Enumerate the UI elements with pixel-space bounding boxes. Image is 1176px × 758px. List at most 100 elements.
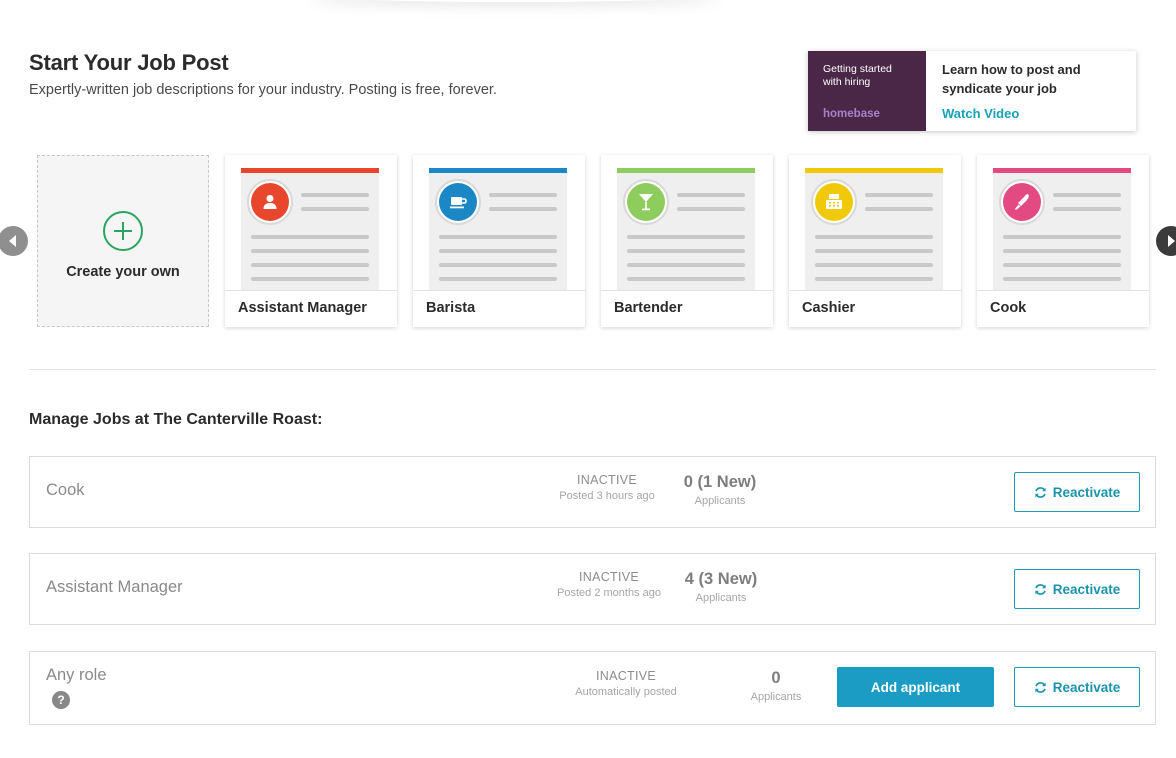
person-icon	[251, 183, 289, 221]
placeholder-line	[251, 263, 369, 267]
job-name[interactable]: Cook	[46, 481, 85, 499]
video-promo-card[interactable]: Getting started with hiring homebase Lea…	[808, 51, 1136, 131]
template-icon-ring	[623, 179, 669, 225]
applicants-summary: 0 Applicants	[721, 669, 831, 703]
job-status: INACTIVE Posted 3 hours ago	[537, 473, 677, 502]
reactivate-button[interactable]: Reactivate	[1014, 667, 1140, 707]
placeholder-line	[1003, 249, 1121, 253]
job-status: INACTIVE Automatically posted	[556, 669, 696, 698]
placeholder-line	[815, 235, 933, 239]
watch-video-link[interactable]: Watch Video	[942, 106, 1020, 121]
top-shadow	[310, 0, 720, 2]
applicant-count: 0	[771, 669, 781, 687]
job-row-cook[interactable]: Cook INACTIVE Posted 3 hours ago 0 (1 Ne…	[29, 456, 1156, 528]
placeholder-line	[251, 235, 369, 239]
job-status: INACTIVE Posted 2 months ago	[539, 570, 679, 599]
template-card-barista[interactable]: Barista	[413, 155, 585, 327]
status-label: INACTIVE	[576, 473, 638, 487]
page-title: Start Your Job Post	[29, 50, 229, 75]
placeholder-line	[1003, 263, 1121, 267]
placeholder-line	[489, 193, 557, 197]
placeholder-line	[439, 249, 557, 253]
template-icon-ring	[811, 179, 857, 225]
template-color-bar	[617, 168, 755, 173]
refresh-icon	[1034, 681, 1046, 693]
template-preview	[241, 168, 379, 290]
applicants-label: Applicants	[695, 592, 747, 604]
template-color-bar	[241, 168, 379, 173]
knife-icon	[1003, 183, 1041, 221]
posted-time: Posted 3 hours ago	[559, 490, 655, 502]
placeholder-line	[251, 249, 369, 253]
video-thumbnail-text: Getting started with hiring	[823, 63, 892, 88]
reactivate-label: Reactivate	[1052, 484, 1121, 500]
placeholder-line	[627, 249, 745, 253]
placeholder-line	[865, 207, 933, 211]
placeholder-line	[815, 249, 933, 253]
template-preview	[617, 168, 755, 290]
job-row-assistant-manager[interactable]: Assistant Manager INACTIVE Posted 2 mont…	[29, 553, 1156, 625]
placeholder-line	[677, 207, 745, 211]
template-label: Cook	[977, 290, 1149, 327]
homebase-logo: homebase	[823, 108, 880, 120]
placeholder-line	[1053, 193, 1121, 197]
template-color-bar	[805, 168, 943, 173]
status-label: INACTIVE	[595, 669, 657, 683]
create-your-own-label: Create your own	[66, 264, 180, 280]
template-card-cook[interactable]: Cook	[977, 155, 1149, 327]
placeholder-line	[1053, 207, 1121, 211]
reactivate-label: Reactivate	[1052, 581, 1121, 597]
placeholder-line	[1003, 277, 1121, 281]
template-icon-ring	[435, 179, 481, 225]
applicants-label: Applicants	[750, 691, 802, 703]
applicant-count: 4 (3 New)	[684, 570, 758, 588]
posted-time: Posted 2 months ago	[557, 587, 661, 599]
create-your-own-card[interactable]: Create your own	[37, 155, 209, 327]
template-card-assistant-manager[interactable]: Assistant Manager	[225, 155, 397, 327]
page-header: Start Your Job Post Expertly-written job…	[29, 50, 497, 98]
template-label: Cashier	[789, 290, 961, 327]
applicants-summary: 0 (1 New) Applicants	[665, 473, 775, 507]
template-label: Assistant Manager	[225, 290, 397, 327]
carousel-prev-button[interactable]	[0, 226, 28, 256]
job-row-any-role[interactable]: Any role ? INACTIVE Automatically posted…	[29, 651, 1156, 725]
placeholder-line	[439, 277, 557, 281]
job-name[interactable]: Assistant Manager	[46, 578, 183, 596]
manage-jobs-title: Manage Jobs at The Canterville Roast:	[29, 411, 323, 428]
template-card-cashier[interactable]: Cashier	[789, 155, 961, 327]
template-label: Barista	[413, 290, 585, 327]
placeholder-line	[815, 277, 933, 281]
placeholder-line	[627, 277, 745, 281]
reactivate-label: Reactivate	[1052, 679, 1121, 695]
template-label: Bartender	[601, 290, 773, 327]
template-preview	[993, 168, 1131, 290]
video-info: Learn how to post and syndicate your job…	[926, 51, 1112, 131]
job-name[interactable]: Any role	[46, 666, 107, 684]
template-preview	[805, 168, 943, 290]
reactivate-button[interactable]: Reactivate	[1014, 472, 1140, 512]
section-divider	[29, 369, 1156, 370]
placeholder-line	[815, 263, 933, 267]
placeholder-line	[301, 207, 369, 211]
template-color-bar	[993, 168, 1131, 173]
applicant-count: 0 (1 New)	[683, 473, 757, 491]
placeholder-line	[439, 263, 557, 267]
video-thumbnail[interactable]: Getting started with hiring homebase	[808, 51, 926, 131]
template-icon-ring	[247, 179, 293, 225]
placeholder-line	[251, 277, 369, 281]
page-subtitle: Expertly-written job descriptions for yo…	[29, 82, 497, 98]
applicants-label: Applicants	[694, 495, 746, 507]
placeholder-line	[439, 235, 557, 239]
template-icon-ring	[999, 179, 1045, 225]
posted-time: Automatically posted	[575, 686, 677, 698]
template-card-bartender[interactable]: Bartender	[601, 155, 773, 327]
chevron-left-icon	[9, 235, 16, 247]
carousel-next-button[interactable]	[1156, 226, 1176, 256]
placeholder-line	[677, 193, 745, 197]
help-icon[interactable]: ?	[52, 691, 70, 709]
applicants-summary: 4 (3 New) Applicants	[666, 570, 776, 604]
chevron-right-icon	[1168, 235, 1175, 247]
placeholder-line	[489, 207, 557, 211]
reactivate-button[interactable]: Reactivate	[1014, 569, 1140, 609]
add-applicant-button[interactable]: Add applicant	[837, 667, 994, 707]
